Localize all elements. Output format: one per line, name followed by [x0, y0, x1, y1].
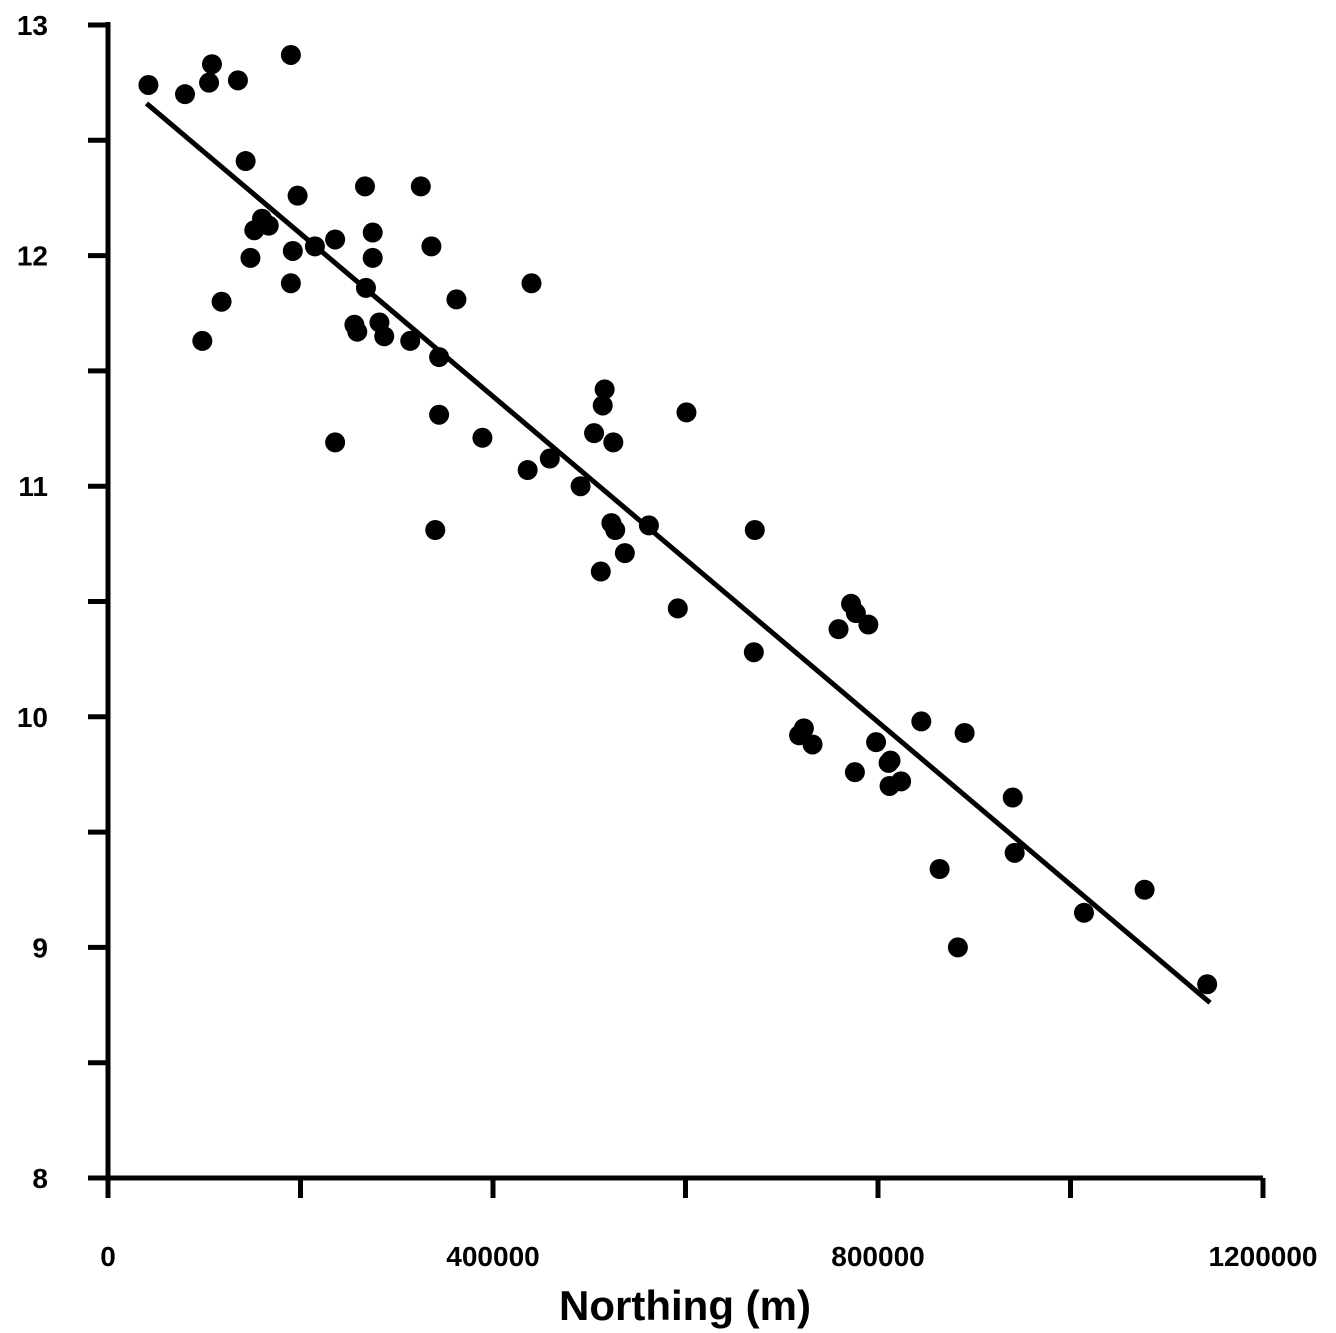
data-point — [1134, 879, 1155, 900]
data-point — [347, 321, 368, 342]
x-axis-title: Northing (m) — [559, 1282, 811, 1329]
data-point — [676, 402, 697, 423]
data-point — [240, 247, 261, 268]
data-point — [235, 151, 256, 172]
data-point — [1002, 787, 1023, 808]
data-point — [227, 70, 248, 91]
data-point — [400, 330, 421, 351]
data-point — [929, 858, 950, 879]
data-point — [325, 432, 346, 453]
data-point — [280, 44, 301, 65]
data-point — [539, 448, 560, 469]
data-point — [410, 176, 431, 197]
data-point — [362, 222, 383, 243]
data-point — [199, 72, 220, 93]
data-point — [374, 326, 395, 347]
data-point — [429, 404, 450, 425]
data-point — [743, 642, 764, 663]
data-point — [584, 423, 605, 444]
y-tick-label: 12 — [17, 241, 48, 272]
data-point — [280, 273, 301, 294]
data-point — [521, 273, 542, 294]
y-tick-label: 11 — [18, 471, 48, 502]
data-point — [858, 614, 879, 635]
data-point — [175, 84, 195, 105]
data-point — [446, 289, 467, 310]
axis-ticks — [88, 22, 1266, 1198]
data-point — [517, 460, 538, 481]
data-point — [354, 176, 375, 197]
axis-tick-labels: 8 9 10 11 12 13 0 400000 800000 1200000 — [17, 10, 1318, 1272]
data-point — [880, 750, 901, 771]
data-point — [667, 598, 688, 619]
trend-line — [144, 101, 1212, 1005]
data-point — [947, 937, 968, 958]
data-point — [603, 432, 624, 453]
data-point — [891, 771, 912, 792]
data-point — [304, 236, 325, 257]
data-points — [138, 44, 1218, 995]
data-point — [570, 476, 591, 497]
y-tick-label: 13 — [17, 10, 48, 41]
data-point — [844, 762, 865, 783]
data-point — [1197, 974, 1218, 995]
data-point — [355, 277, 376, 298]
x-tick-label: 400000 — [446, 1241, 539, 1272]
data-point — [590, 561, 611, 582]
data-point — [425, 520, 446, 541]
x-tick-label: 800000 — [831, 1241, 924, 1272]
data-point — [472, 427, 493, 448]
data-point — [192, 330, 213, 351]
y-tick-label: 8 — [32, 1163, 48, 1194]
x-tick-label: 1200000 — [1208, 1241, 1317, 1272]
data-point — [594, 379, 615, 400]
data-point — [1073, 902, 1094, 923]
data-point — [421, 236, 442, 257]
data-point — [258, 215, 279, 236]
y-tick-label: 9 — [32, 932, 48, 963]
data-point — [802, 734, 823, 755]
data-point — [362, 247, 383, 268]
data-point — [287, 185, 308, 206]
data-point — [325, 229, 346, 250]
data-point — [911, 711, 932, 732]
data-point — [866, 732, 887, 753]
data-point — [201, 54, 222, 75]
data-point — [282, 240, 303, 261]
x-tick-label: 0 — [100, 1241, 116, 1272]
data-point — [638, 515, 659, 536]
data-point — [954, 722, 975, 743]
data-point — [828, 619, 849, 640]
data-point — [1004, 842, 1025, 863]
data-point — [614, 543, 635, 564]
data-point — [138, 74, 159, 95]
data-point — [211, 291, 232, 312]
data-point — [744, 520, 765, 541]
y-tick-label: 10 — [17, 702, 48, 733]
data-point — [429, 347, 450, 368]
data-point — [793, 718, 814, 739]
data-point — [605, 520, 626, 541]
data-point — [592, 395, 613, 416]
